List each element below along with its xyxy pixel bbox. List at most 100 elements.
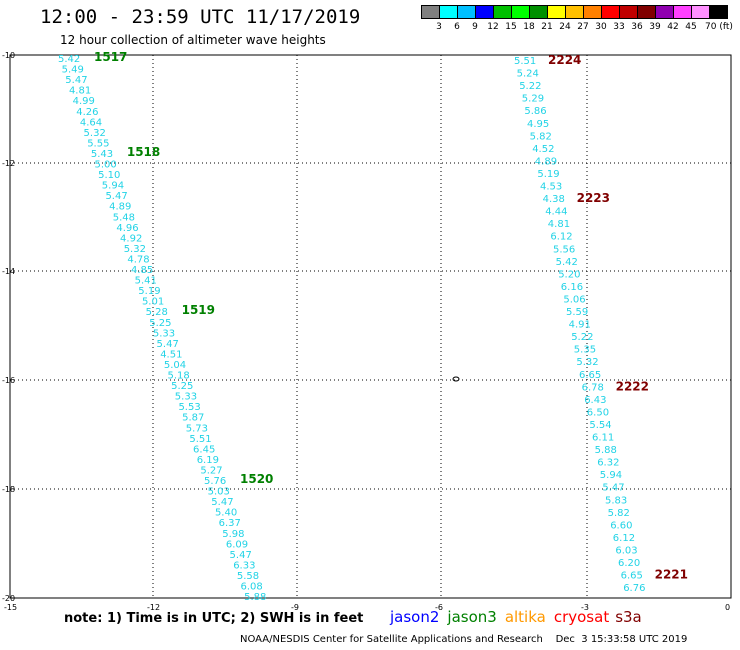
wave-height-value: 4.96 — [116, 223, 138, 234]
wave-height-value: 4.89 — [535, 156, 557, 167]
wave-height-value: 5.01 — [142, 297, 164, 308]
mission-label-jason2: jason2 — [390, 608, 440, 626]
wave-height-value: 5.98 — [222, 529, 244, 540]
wave-height-value: 6.50 — [587, 407, 609, 418]
lon-label: -6 — [435, 603, 443, 612]
wave-height-value: 6.78 — [582, 382, 604, 393]
wave-height-value: 5.04 — [164, 360, 186, 371]
wave-height-value: 5.33 — [153, 328, 175, 339]
wave-height-value: 4.92 — [120, 233, 142, 244]
wave-height-value: 5.25 — [171, 381, 193, 392]
wave-height-value: 6.60 — [610, 520, 632, 531]
wave-height-value: 5.47 — [230, 550, 252, 561]
wave-height-value: 5.27 — [200, 465, 222, 476]
wave-height-value: 5.40 — [215, 508, 237, 519]
lat-label: -16 — [2, 376, 15, 385]
wave-height-value: 4.64 — [80, 117, 102, 128]
wave-height-value: 5.76 — [204, 476, 226, 487]
wave-height-value: 5.47 — [157, 339, 179, 350]
wave-height-value: 4.44 — [545, 207, 567, 218]
footer-note: note: 1) Time is in UTC; 2) SWH is in fe… — [64, 611, 364, 626]
legend-label: 27 — [577, 22, 589, 32]
wave-height-value: 5.55 — [87, 138, 109, 149]
wave-height-value: 4.26 — [76, 107, 98, 118]
map-frame — [9, 54, 732, 599]
wave-height-value: 5.59 — [566, 307, 588, 318]
pass-number-label: 2223 — [577, 191, 610, 205]
lat-label: -20 — [2, 594, 15, 603]
wave-height-value: 5.47 — [105, 191, 127, 202]
legend-label: 3 — [436, 22, 442, 32]
lon-label: -12 — [147, 603, 160, 612]
wave-height-value: 6.33 — [233, 560, 255, 571]
wave-height-value: 6.16 — [561, 282, 583, 293]
wave-height-value: 5.88 — [595, 445, 617, 456]
pass-number-label: 1520 — [240, 472, 273, 486]
wave-height-value: 5.20 — [558, 269, 580, 280]
mission-label-cryosat: cryosat — [553, 608, 610, 626]
pass-number-label: 1517 — [94, 50, 127, 64]
wave-height-value: 5.22 — [571, 332, 593, 343]
footer-credit: NOAA/NESDIS Center for Satellite Applica… — [240, 634, 688, 645]
wave-height-value: 5.00 — [95, 160, 117, 171]
wave-height-value: 4.85 — [131, 265, 153, 276]
mission-legend: jason2 jason3 altika cryosat s3a — [390, 608, 650, 626]
wave-height-value: 5.51 — [189, 434, 211, 445]
pass-number-label: 2222 — [616, 379, 649, 393]
wave-height-value: 5.33 — [175, 392, 197, 403]
wave-height-value: 6.03 — [615, 545, 637, 556]
wave-height-value: 5.94 — [102, 181, 124, 192]
legend-label: 24 — [559, 22, 571, 32]
island-outline — [452, 376, 460, 382]
wave-height-value: 5.35 — [574, 345, 596, 356]
wave-height-value: 4.81 — [548, 219, 570, 230]
wave-height-value: 5.42 — [556, 257, 578, 268]
lat-label: -12 — [2, 159, 15, 168]
wave-height-value: 5.51 — [514, 56, 536, 67]
legend-label: 6 — [454, 22, 460, 32]
wave-height-value: 5.53 — [178, 402, 200, 413]
legend-label: 33 — [613, 22, 625, 32]
wave-height-value: 6.45 — [193, 444, 215, 455]
wave-height-value: 4.81 — [69, 86, 91, 97]
color-scale-legend: 3 6 9 12 15 18 21 24 27 30 33 36 39 42 45 70 (ft) — [421, 5, 733, 35]
wave-height-value: 4.89 — [109, 202, 131, 213]
wave-height-value: 6.11 — [592, 433, 614, 444]
wave-height-value: 5.10 — [98, 170, 120, 181]
wave-height-value: 5.18 — [168, 371, 190, 382]
legend-label: 15 — [505, 22, 517, 32]
wave-height-value: 6.65 — [579, 370, 601, 381]
wave-height-value: 5.87 — [182, 413, 204, 424]
wave-height-value: 5.19 — [537, 169, 559, 180]
wave-height-value: 5.82 — [530, 131, 552, 142]
wave-height-value: 5.86 — [524, 106, 546, 117]
wave-height-value: 5.56 — [553, 244, 575, 255]
pass-number-label: 2224 — [548, 53, 581, 67]
legend-label: 39 — [649, 22, 661, 32]
mission-label-jason3: jason3 — [447, 608, 497, 626]
wave-height-value: 5.73 — [186, 423, 208, 434]
map-subtitle: 12 hour collection of altimeter wave hei… — [60, 33, 326, 47]
wave-height-value: 5.82 — [608, 508, 630, 519]
wave-height-value: 5.47 — [602, 483, 624, 494]
wave-height-value: 4.53 — [540, 182, 562, 193]
wave-height-value: 6.19 — [197, 455, 219, 466]
lat-label: -18 — [2, 485, 15, 494]
wave-height-value: 5.19 — [138, 286, 160, 297]
lon-label: -3 — [581, 603, 589, 612]
legend-swatch — [709, 5, 728, 19]
wave-height-value: 4.51 — [160, 349, 182, 360]
map-title: 12:00 - 23:59 UTC 11/17/2019 — [40, 6, 361, 28]
wave-height-value: 6.20 — [618, 558, 640, 569]
wave-height-value: 5.41 — [135, 276, 157, 287]
wave-height-value: 6.32 — [597, 458, 619, 469]
wave-height-value: 6.76 — [623, 583, 645, 594]
pass-number-label: 2221 — [655, 568, 688, 582]
wave-height-value: 5.32 — [576, 357, 598, 368]
wave-height-value: 6.43 — [584, 395, 606, 406]
wave-height-value: 5.88 — [244, 592, 266, 603]
wave-height-value: 5.32 — [124, 244, 146, 255]
wave-height-value: 4.91 — [569, 320, 591, 331]
